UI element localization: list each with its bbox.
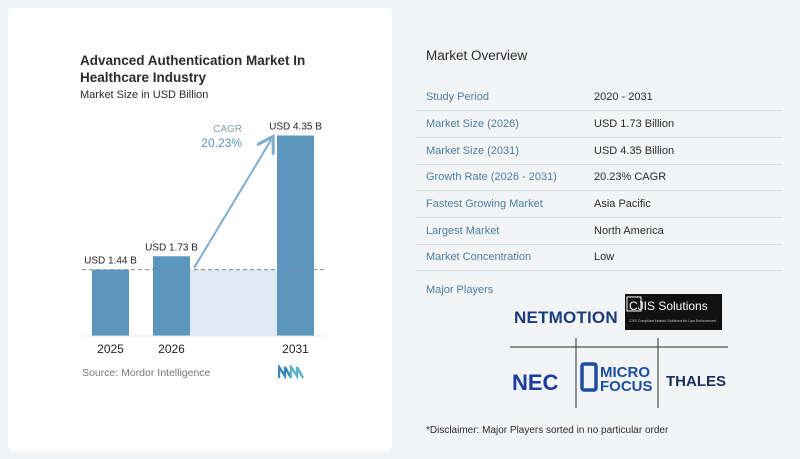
overview-value: USD 4.35 Billion <box>594 144 675 157</box>
overview-row: Market Size (2026) USD 1.73 Billion <box>416 111 782 138</box>
overview-key: Market Concentration <box>426 251 532 264</box>
thales-logo: THALES <box>666 373 726 390</box>
overview-row: Fastest Growing Market Asia Pacific <box>416 191 782 218</box>
overview-key: Study Period <box>426 91 489 104</box>
overview-row: Market Size (2031) USD 4.35 Billion <box>416 137 782 165</box>
overview-key: Growth Rate (2026 - 2031) <box>426 171 557 184</box>
cjis-logo: CJIS Solutions <box>629 299 708 313</box>
mordor-logo-icon <box>278 365 304 379</box>
overview-value: 2020 - 2031 <box>594 91 653 104</box>
chart-title: Advanced Authentication Market In Health… <box>80 53 306 85</box>
overview-key: Largest Market <box>426 224 500 237</box>
chart-subtitle: Market Size in USD Billion <box>80 89 209 101</box>
netmotion-logo: NETMOTION <box>514 308 618 327</box>
nec-logo: NEC <box>512 370 559 395</box>
overview-row: Market Concentration Low <box>416 244 782 271</box>
source-text: Source: Mordor Intelligence <box>82 367 211 379</box>
disclaimer: *Disclaimer: Major Players sorted in no … <box>426 425 669 436</box>
overview-value: North America <box>594 224 664 237</box>
overview-key: Market Size (2031) <box>426 144 519 157</box>
overview-value: Low <box>594 251 615 264</box>
cjis-logo-badge <box>626 296 642 312</box>
micro-focus-logo-line2: FOCUS <box>600 378 653 395</box>
overview-row: Study Period 2020 - 2031 <box>416 84 782 111</box>
overview-table: Study Period 2020 - 2031 Market Size (202… <box>416 84 782 271</box>
micro-focus-logo: MICRO <box>600 364 650 381</box>
overview-value: USD 1.73 Billion <box>594 118 675 131</box>
major-players-label: Major Players <box>426 284 494 296</box>
micro-focus-icon <box>580 362 598 392</box>
overview-title: Market Overview <box>426 48 528 63</box>
overview-value: Asia Pacific <box>594 198 651 211</box>
overview-key: Fastest Growing Market <box>426 198 543 211</box>
players-logos: NETMOTION CJIS Solutions CJIS Compliant … <box>510 294 728 408</box>
overview-value: 20.23% CAGR <box>594 171 667 184</box>
cjis-tagline: CJIS Compliant Hosted Solutions for Law … <box>629 319 716 323</box>
overview-key: Market Size (2026) <box>426 118 519 131</box>
overview-row: Largest Market North America <box>416 217 782 245</box>
overview-row: Growth Rate (2026 - 2031) 20.23% CAGR <box>416 164 782 191</box>
